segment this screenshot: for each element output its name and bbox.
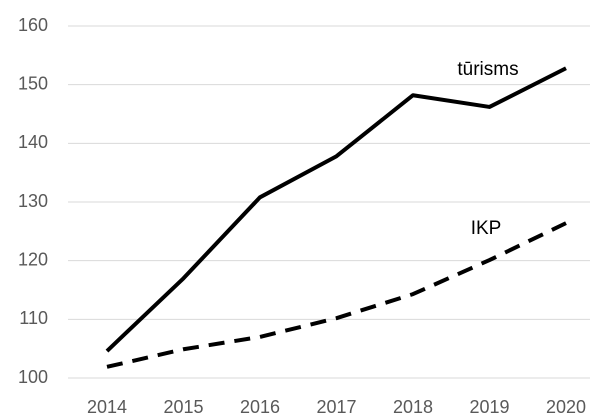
x-tick-label: 2020 [546, 397, 586, 417]
y-tick-label: 140 [18, 132, 48, 152]
x-tick-label: 2016 [240, 397, 280, 417]
series-line [106, 221, 567, 369]
x-tick-label: 2017 [316, 397, 356, 417]
series-line [105, 66, 567, 353]
series-label: IKP [471, 218, 502, 239]
x-tick-label: 2015 [163, 397, 203, 417]
y-tick-label: 160 [18, 15, 48, 35]
y-tick-label: 100 [18, 367, 48, 387]
x-tick-label: 2014 [87, 397, 127, 417]
y-tick-label: 120 [18, 249, 48, 269]
series-label: tūrisms [457, 59, 518, 80]
x-tick-label: 2019 [469, 397, 509, 417]
y-tick-label: 110 [19, 308, 48, 328]
x-tick-label: 2018 [393, 397, 433, 417]
y-tick-label: 130 [18, 191, 48, 211]
y-tick-label: 150 [18, 73, 48, 93]
